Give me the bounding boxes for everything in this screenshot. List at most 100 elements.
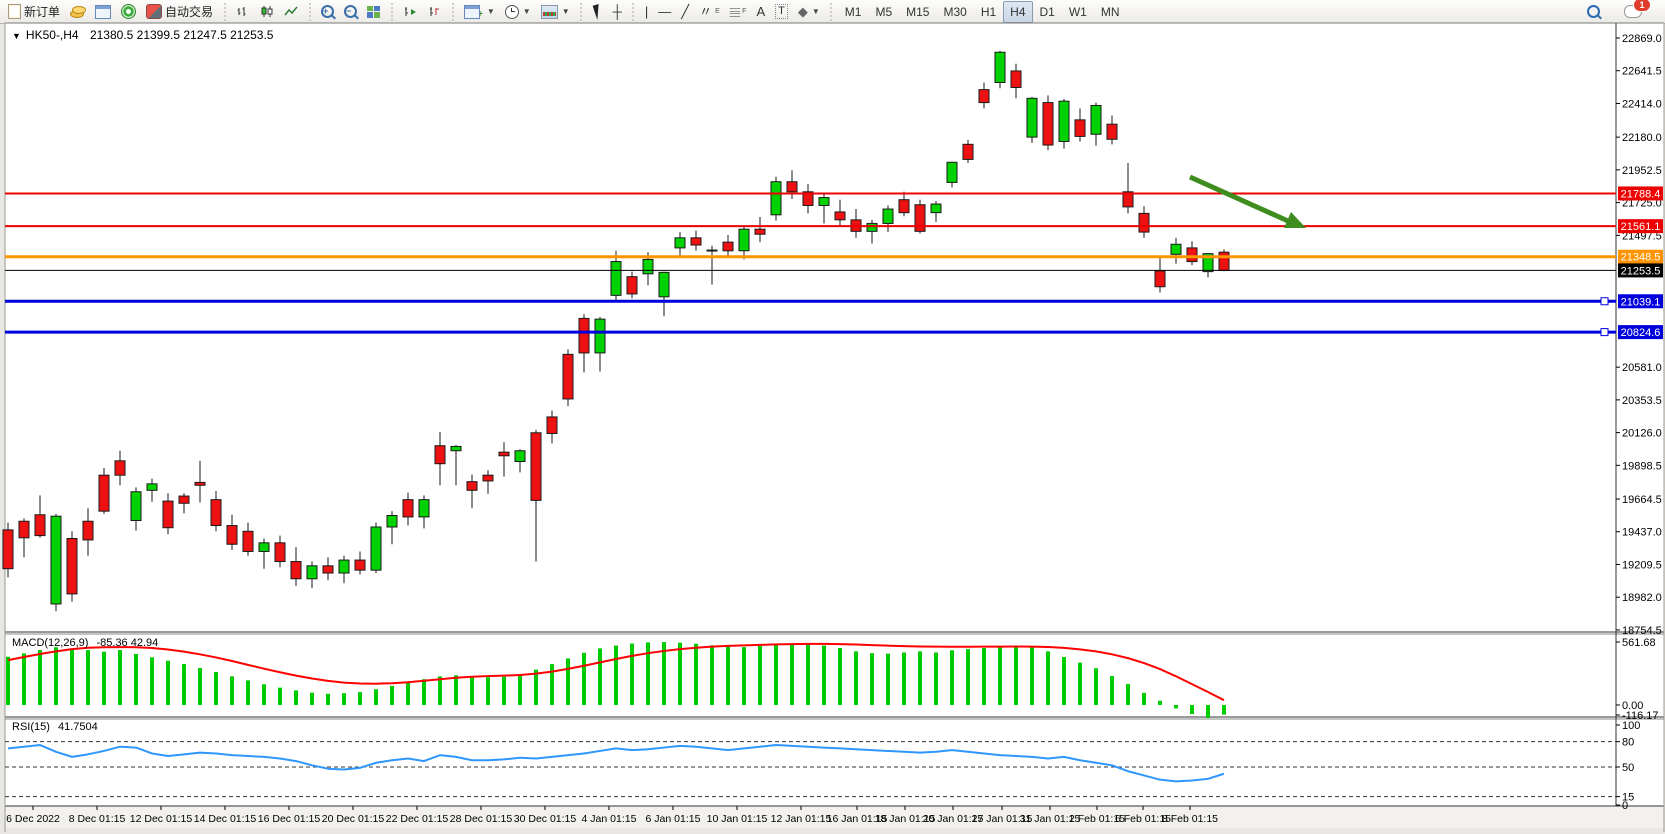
period-button[interactable]: ▼ <box>500 1 536 23</box>
svg-text:12 Jan 01:15: 12 Jan 01:15 <box>771 813 832 825</box>
svg-text:28 Dec 01:15: 28 Dec 01:15 <box>450 813 513 825</box>
toolbar-separator <box>222 2 228 21</box>
bar-chart-button[interactable] <box>231 1 255 23</box>
macd-name: MACD(12,26,9) <box>12 637 89 649</box>
svg-text:22180.0: 22180.0 <box>1622 132 1662 144</box>
chart-dropdown-icon[interactable]: ▼ <box>12 31 21 41</box>
zoom-out-button[interactable]: − <box>339 1 362 23</box>
svg-text:20126.0: 20126.0 <box>1622 428 1662 440</box>
chevron-down-icon: ▼ <box>522 7 531 16</box>
autotrading-button[interactable]: 自动交易 <box>141 1 218 23</box>
svg-text:30 Dec 01:15: 30 Dec 01:15 <box>514 813 577 825</box>
svg-text:19898.5: 19898.5 <box>1622 460 1662 472</box>
template-icon <box>540 4 558 19</box>
svg-text:21561.1: 21561.1 <box>1621 221 1661 233</box>
time-axis-labels: 6 Dec 2022 8 Dec 01:15 12 Dec 01:15 14 Dec … <box>6 806 1218 825</box>
svg-text:18982.0: 18982.0 <box>1622 592 1662 604</box>
timeframe-button-d1[interactable]: D1 <box>1039 4 1055 19</box>
macd-indicator-label: MACD(12,26,9) -85.36 42.94 <box>12 637 158 649</box>
svg-text:22869.0: 22869.0 <box>1622 33 1662 45</box>
crosshair-button[interactable]: ┼ <box>608 1 627 23</box>
trendline-icon: ╱ <box>681 4 690 19</box>
macd-scale-labels: 561.68 0.00-116.17 <box>1616 637 1659 722</box>
zoom-in-button[interactable]: + <box>316 1 339 23</box>
timeframe-button-h1[interactable]: H1 <box>980 4 997 19</box>
svg-text:8 Dec 01:15: 8 Dec 01:15 <box>69 813 126 825</box>
text-button[interactable]: A <box>751 1 770 23</box>
fibonacci-icon: 𝄙 <box>729 4 740 19</box>
vertical-line-button[interactable]: | <box>640 1 653 23</box>
autotrading-icon <box>146 4 163 19</box>
svg-text:0.00: 0.00 <box>1622 700 1643 712</box>
svg-text:22 Dec 01:15: 22 Dec 01:15 <box>386 813 449 825</box>
notification-badge: 1 <box>1633 0 1651 12</box>
rsi-line <box>7 744 1225 783</box>
deposit-button[interactable] <box>65 1 90 23</box>
timeframe-button-m30[interactable]: M30 <box>943 4 967 19</box>
shapes-icon: ◆ <box>797 4 808 19</box>
channel-icon: 〃 <box>699 4 713 19</box>
svg-text:6 Feb 01:15: 6 Feb 01:15 <box>1115 813 1171 825</box>
toolbar-separator <box>828 2 834 21</box>
candlesticks <box>2 50 1230 612</box>
text-icon: A <box>756 4 766 19</box>
timeframe-button-m1[interactable]: M1 <box>844 4 862 19</box>
new-order-icon <box>8 4 21 19</box>
timeframe-button-m5[interactable]: M5 <box>875 4 893 19</box>
svg-text:2 Feb 01:15: 2 Feb 01:15 <box>1069 813 1125 825</box>
candlestick-chart-button[interactable] <box>255 1 279 23</box>
fibonacci-button[interactable]: 𝄙 F <box>729 4 747 19</box>
coins-icon <box>70 5 87 18</box>
chart-title: ▼ HK50-,H4 21380.5 21399.5 21247.5 21253.… <box>12 28 273 42</box>
timeframe-button-m15[interactable]: M15 <box>906 4 930 19</box>
svg-text:19209.5: 19209.5 <box>1622 559 1662 571</box>
shapes-button[interactable]: ◆ ▼ <box>793 1 825 23</box>
template-button[interactable]: ▼ <box>536 1 575 23</box>
svg-text:4 Jan 01:15: 4 Jan 01:15 <box>582 813 637 825</box>
notifications-button[interactable]: 1 <box>1619 0 1651 23</box>
chevron-down-icon: ▼ <box>811 7 820 16</box>
svg-text:18 Jan 01:15: 18 Jan 01:15 <box>875 813 936 825</box>
timeframe-button-mn[interactable]: MN <box>1100 4 1120 19</box>
chart-symbol-period: HK50-,H4 <box>25 28 79 42</box>
new-chart-button[interactable]: +▼ <box>459 1 500 23</box>
rsi-scale-labels: 100 80 50 150 <box>1616 720 1640 812</box>
svg-text:10 Jan 01:15: 10 Jan 01:15 <box>707 813 768 825</box>
tile-windows-button[interactable] <box>362 1 385 23</box>
svg-text:21253.5: 21253.5 <box>1621 265 1661 277</box>
trendline-button[interactable]: ╱ <box>676 1 694 23</box>
timeframe-button-h4[interactable]: H4 <box>1003 0 1033 23</box>
profile-next-icon <box>405 7 417 16</box>
svg-text:21497.5: 21497.5 <box>1622 230 1662 242</box>
svg-text:19664.5: 19664.5 <box>1622 494 1662 506</box>
horizontal-line-button[interactable]: — <box>653 1 676 23</box>
svg-text:18754.5: 18754.5 <box>1622 625 1662 637</box>
text-label-button[interactable]: T <box>770 1 793 23</box>
search-button[interactable] <box>1582 1 1605 23</box>
search-icon <box>1587 5 1600 18</box>
new-order-button[interactable]: 新订单 <box>3 1 65 23</box>
profile-next-button[interactable] <box>398 1 422 23</box>
channel-button[interactable]: 〃 E <box>699 4 720 19</box>
autotrading-label: 自动交易 <box>165 5 214 19</box>
profile-prev-button[interactable] <box>422 1 446 23</box>
toolbar-separator <box>578 2 584 21</box>
trend-arrow[interactable] <box>1188 174 1306 228</box>
market-watch-button[interactable] <box>90 1 116 23</box>
candlestick-chart-icon <box>261 6 273 17</box>
toolbar-separator <box>630 2 636 21</box>
timeframe-button-w1[interactable]: W1 <box>1068 4 1087 19</box>
svg-text:100: 100 <box>1622 720 1640 732</box>
profile-prev-icon <box>430 7 440 16</box>
new-chart-icon <box>464 4 481 19</box>
line-chart-button[interactable] <box>279 1 303 23</box>
chart-ohlc-values: 21380.5 21399.5 21247.5 21253.5 <box>89 28 274 42</box>
svg-text:20 Jan 01:15: 20 Jan 01:15 <box>923 813 984 825</box>
svg-text:21725.0: 21725.0 <box>1622 198 1662 210</box>
svg-text:16 Jan 01:15: 16 Jan 01:15 <box>827 813 888 825</box>
signals-button[interactable] <box>116 1 141 23</box>
macd-histogram <box>6 642 1226 719</box>
